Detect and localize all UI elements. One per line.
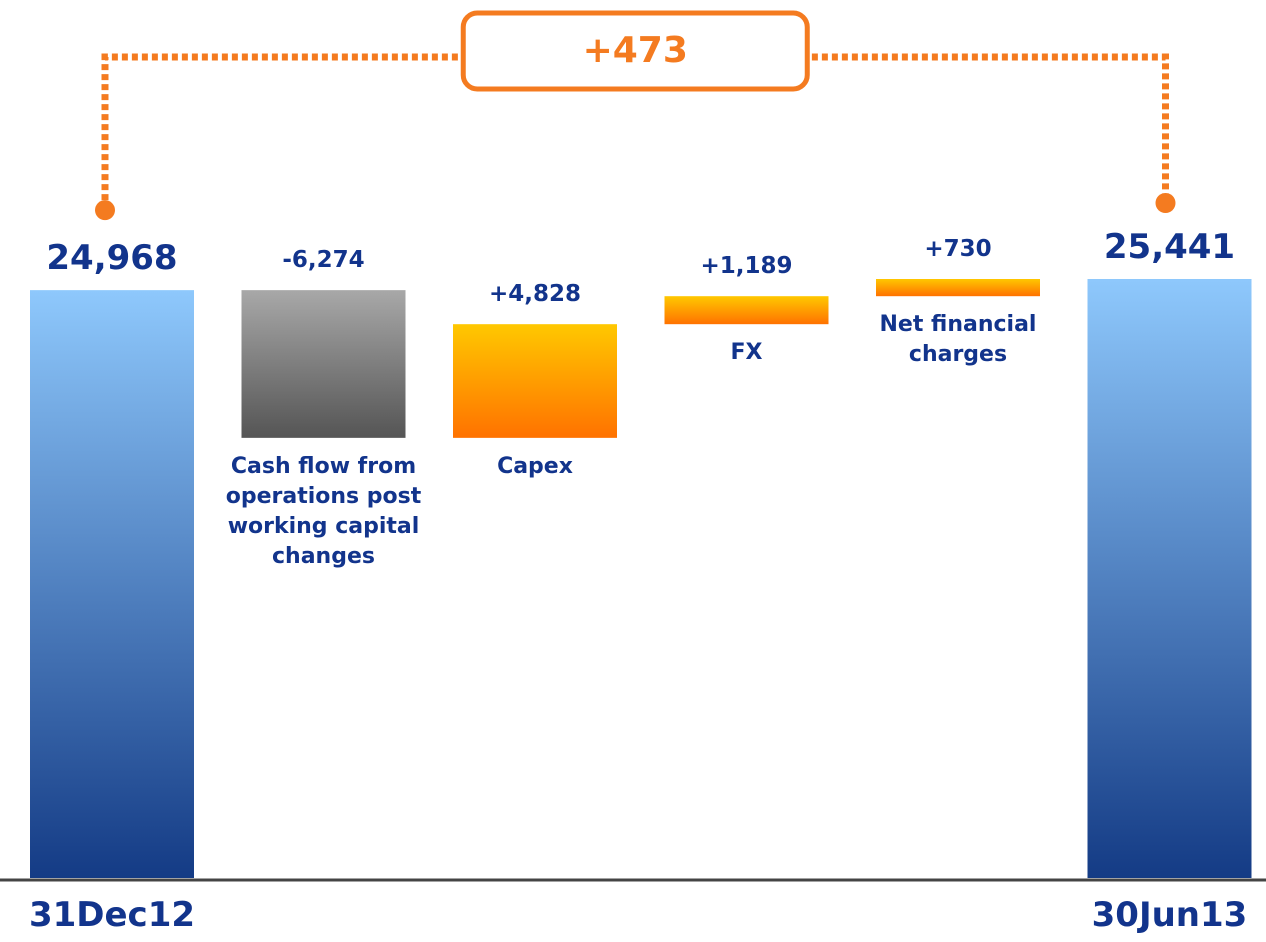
category-label: Capex <box>497 453 573 479</box>
category-label: Net financial charges <box>879 312 1037 368</box>
bar <box>30 290 194 879</box>
bar <box>241 290 406 438</box>
bar <box>664 296 829 325</box>
category-label: Cash flow from operations post working c… <box>225 453 422 569</box>
difference-box <box>460 10 810 92</box>
value-label: 25,441 <box>1103 227 1236 267</box>
bar <box>876 279 1040 297</box>
difference-label: +473 <box>582 30 688 71</box>
bar <box>1087 279 1252 878</box>
category-label: 30Jun13 <box>1091 895 1248 935</box>
value-label: -6,274 <box>282 247 365 274</box>
bar <box>453 324 617 438</box>
value-label: +4,828 <box>488 281 582 308</box>
value-label: +730 <box>924 236 992 262</box>
bracket-dot <box>95 200 115 221</box>
category-label: FX <box>730 340 763 366</box>
category-label: 31Dec12 <box>28 895 196 935</box>
value-label: 24,968 <box>46 238 178 279</box>
value-label: +1,189 <box>700 253 793 280</box>
bracket-dot <box>1155 193 1176 213</box>
